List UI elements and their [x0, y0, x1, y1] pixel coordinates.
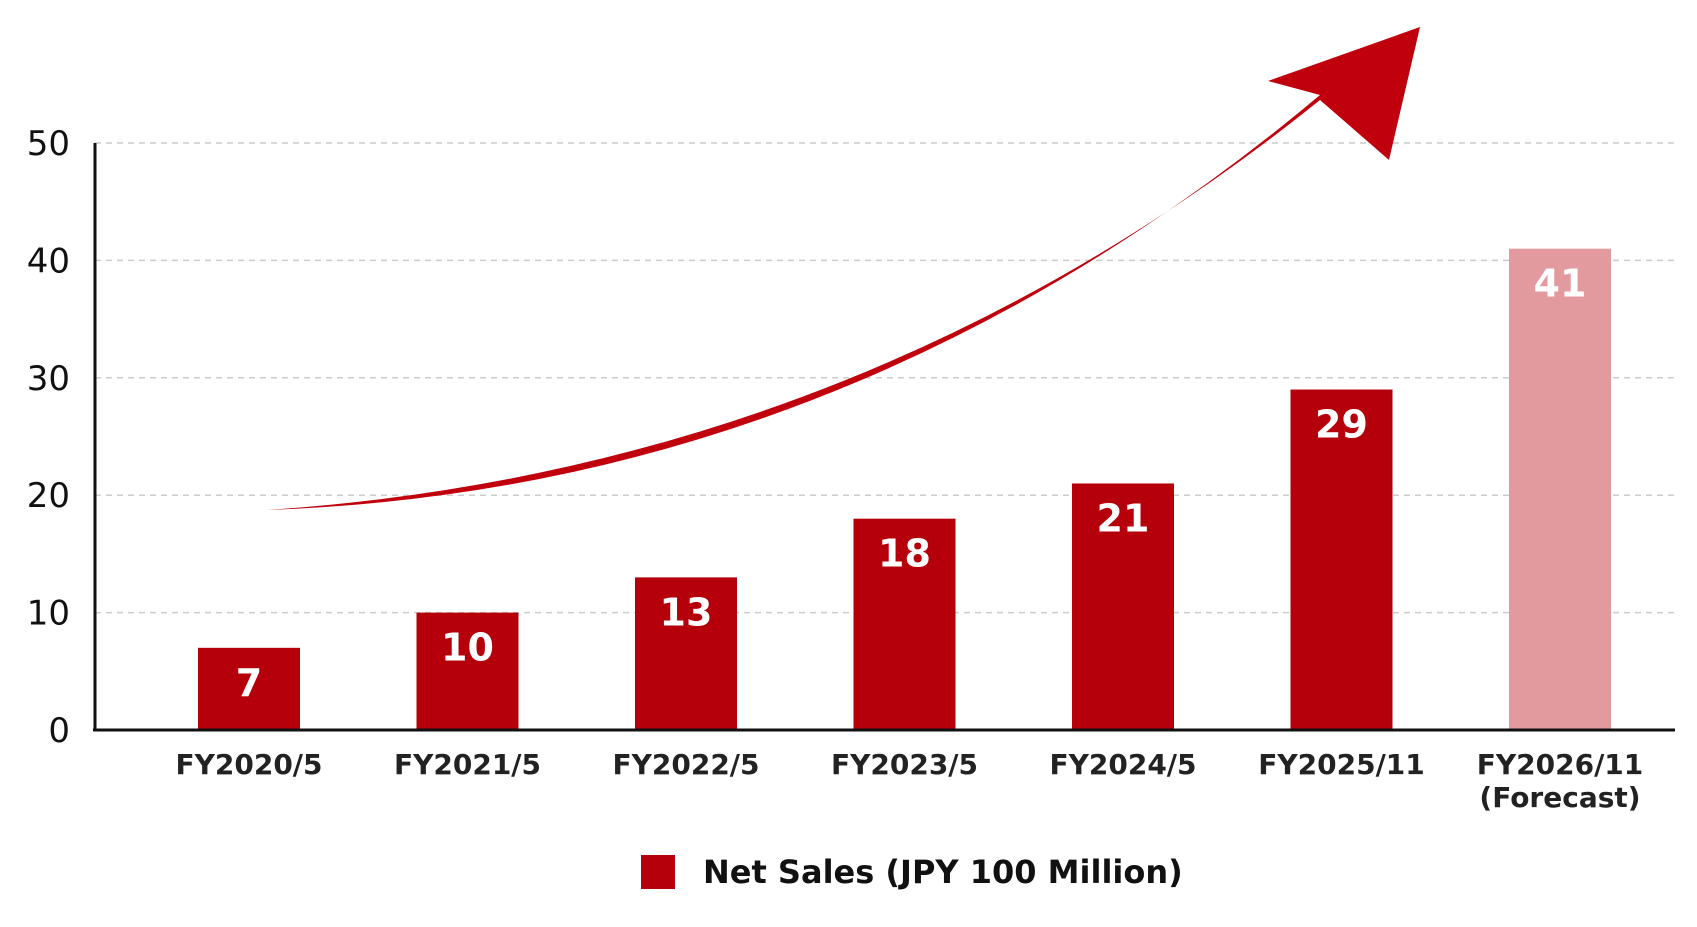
bar-3	[853, 518, 956, 730]
x-tick-label-4: FY2024/5	[1049, 748, 1196, 781]
data-label-6: 41	[1534, 262, 1587, 306]
bar-2	[635, 577, 737, 730]
data-label-3: 18	[878, 532, 931, 576]
growth-trend-arrow-icon	[267, 27, 1420, 510]
data-label-0: 7	[236, 661, 262, 705]
y-tick-label-50: 50	[27, 124, 70, 164]
data-label-4: 21	[1097, 496, 1150, 540]
x-tick-label-0: FY2020/5	[175, 748, 322, 781]
bar-0	[198, 647, 300, 730]
data-label-1: 10	[441, 626, 494, 670]
legend-swatch	[641, 855, 675, 889]
y-axis-ticks: 0 10 20 30 40 50	[27, 124, 70, 751]
y-tick-label-0: 0	[48, 711, 70, 751]
y-tick-label-30: 30	[27, 359, 70, 399]
axes	[93, 143, 1675, 732]
data-label-5: 29	[1315, 403, 1368, 447]
bar-4	[1072, 483, 1174, 730]
data-label-2: 13	[660, 590, 713, 634]
y-tick-label-40: 40	[27, 241, 70, 281]
x-tick-label-6: FY2026/11	[1477, 748, 1644, 781]
x-tick-label-3: FY2023/5	[831, 748, 978, 781]
x-tick-label-2: FY2022/5	[612, 748, 759, 781]
bar-5	[1290, 389, 1393, 730]
x-tick-label-5: FY2025/11	[1258, 748, 1425, 781]
legend-label: Net Sales (JPY 100 Million)	[703, 853, 1183, 891]
x-axis-category-labels: FY2020/5 FY2021/5 FY2022/5 FY2023/5 FY2024/5…	[175, 748, 1643, 814]
y-tick-label-10: 10	[27, 594, 70, 634]
bar-6	[1509, 248, 1611, 730]
bar-1	[416, 612, 519, 730]
bars: 7 10 13 18 21 29 41	[198, 248, 1611, 730]
x-tick-label-6-line1: (Forecast)	[1479, 781, 1640, 814]
legend: Net Sales (JPY 100 Million)	[641, 853, 1183, 891]
y-tick-label-20: 20	[27, 476, 70, 516]
x-tick-label-1: FY2021/5	[394, 748, 541, 781]
